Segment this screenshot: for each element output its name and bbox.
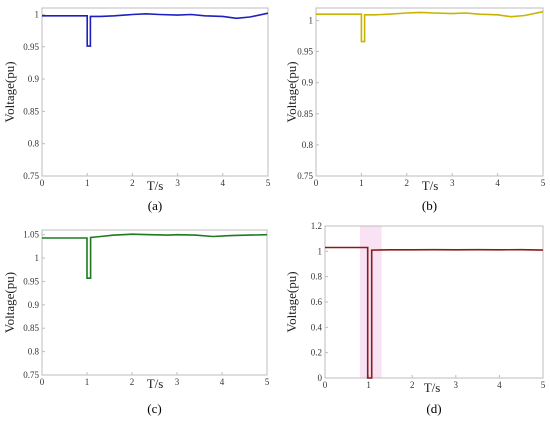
- y-tick-label: 0.75: [23, 171, 39, 181]
- y-tick-label: 0.9: [28, 74, 40, 84]
- series-line: [42, 12, 269, 47]
- panel-caption: (b): [422, 198, 437, 213]
- x-tick-label: 5: [266, 178, 271, 188]
- x-tick-label: 4: [220, 377, 225, 387]
- x-tick-label: 2: [410, 380, 415, 390]
- x-tick-label: 5: [541, 178, 546, 188]
- y-tick-label: 0.95: [23, 42, 39, 52]
- x-tick-label: 4: [221, 178, 226, 188]
- plot-frame: [324, 225, 544, 379]
- x-axis-label: T/s: [147, 178, 164, 193]
- x-axis-label: T/s: [424, 380, 441, 395]
- chart-panel-a: 0 1 2 3 4 5 0.75 0.8 0.85 0.9 0.95 1 T/s Voltage(pu) (…: [2, 7, 271, 213]
- y-tick-label: 1: [35, 253, 40, 263]
- x-tick-label: 1: [359, 178, 364, 188]
- panel-caption: (c): [147, 401, 161, 416]
- y-tick-label: 1: [35, 9, 40, 19]
- x-tick-label: 3: [175, 377, 180, 387]
- y-tick-label: 1.05: [23, 230, 39, 240]
- x-tick-label: 1: [366, 380, 371, 390]
- y-tick-label: 0.85: [297, 109, 313, 119]
- plot-frame: [315, 7, 544, 177]
- x-tick-label: 2: [405, 178, 410, 188]
- panel-caption: (d): [426, 401, 441, 416]
- y-tick-label: 1: [309, 15, 314, 25]
- plot-frame: [41, 229, 268, 376]
- y-tick-label: 0.8: [28, 347, 40, 357]
- x-tick-label: 0: [323, 380, 328, 390]
- series-line: [42, 233, 268, 280]
- chart-panel-b: 0 1 2 3 4 5 0.75 0.8 0.85 0.9 0.95 1 T/s Voltage(pu) (…: [284, 7, 546, 213]
- series-line: [325, 246, 544, 379]
- x-axis-label: T/s: [422, 178, 439, 193]
- x-tick-label: 2: [130, 377, 135, 387]
- y-tick-label: 1.2: [311, 221, 322, 231]
- chart-panel-d: 0 1 2 3 4 5 0 0.2 0.4 0.6 0.8 1 1.2 T/s Voltage(pu) (d): [284, 221, 546, 416]
- shaded-region: [359, 226, 382, 378]
- y-tick-label: 0.95: [297, 47, 313, 57]
- x-tick-label: 3: [450, 178, 455, 188]
- y-tick-label: 0.85: [23, 323, 39, 333]
- plot-frame: [41, 7, 269, 177]
- y-tick-label: 0.6: [311, 297, 323, 307]
- y-axis-label: Voltage(pu): [2, 272, 17, 333]
- y-axis-label: Voltage(pu): [284, 271, 299, 332]
- x-tick-label: 3: [175, 178, 180, 188]
- y-tick-label: 0.8: [311, 272, 323, 282]
- y-tick-label: 0.85: [23, 106, 39, 116]
- y-tick-label: 0.75: [23, 370, 39, 380]
- x-axis-label: T/s: [147, 376, 164, 391]
- y-tick-label: 0.4: [311, 322, 323, 332]
- y-tick-label: 1: [318, 246, 323, 256]
- y-tick-label: 0.8: [28, 139, 40, 149]
- y-tick-label: 0.2: [311, 348, 322, 358]
- y-tick-label: 0.8: [302, 140, 314, 150]
- x-tick-label: 2: [130, 178, 135, 188]
- y-tick-label: 0.9: [28, 300, 40, 310]
- x-tick-label: 5: [541, 380, 546, 390]
- y-tick-label: 0.75: [297, 171, 313, 181]
- x-tick-label: 4: [497, 380, 502, 390]
- y-axis-label: Voltage(pu): [2, 61, 17, 122]
- x-tick-label: 4: [495, 178, 500, 188]
- x-tick-label: 1: [85, 178, 90, 188]
- x-tick-label: 3: [454, 380, 459, 390]
- y-tick-label: 0.9: [302, 78, 314, 88]
- x-tick-label: 1: [85, 377, 90, 387]
- panel-caption: (a): [148, 198, 162, 213]
- y-axis-label: Voltage(pu): [284, 61, 299, 122]
- x-tick-label: 0: [314, 178, 319, 188]
- series-line: [316, 10, 544, 43]
- y-tick-label: 0: [318, 373, 323, 383]
- x-tick-label: 0: [40, 178, 45, 188]
- chart-panel-c: 0 1 2 3 4 5 0.75 0.8 0.85 0.9 0.95 1 1.05 T/s Voltage(…: [2, 229, 270, 416]
- x-tick-label: 0: [40, 377, 45, 387]
- x-tick-label: 5: [265, 377, 270, 387]
- y-tick-label: 0.95: [23, 276, 39, 286]
